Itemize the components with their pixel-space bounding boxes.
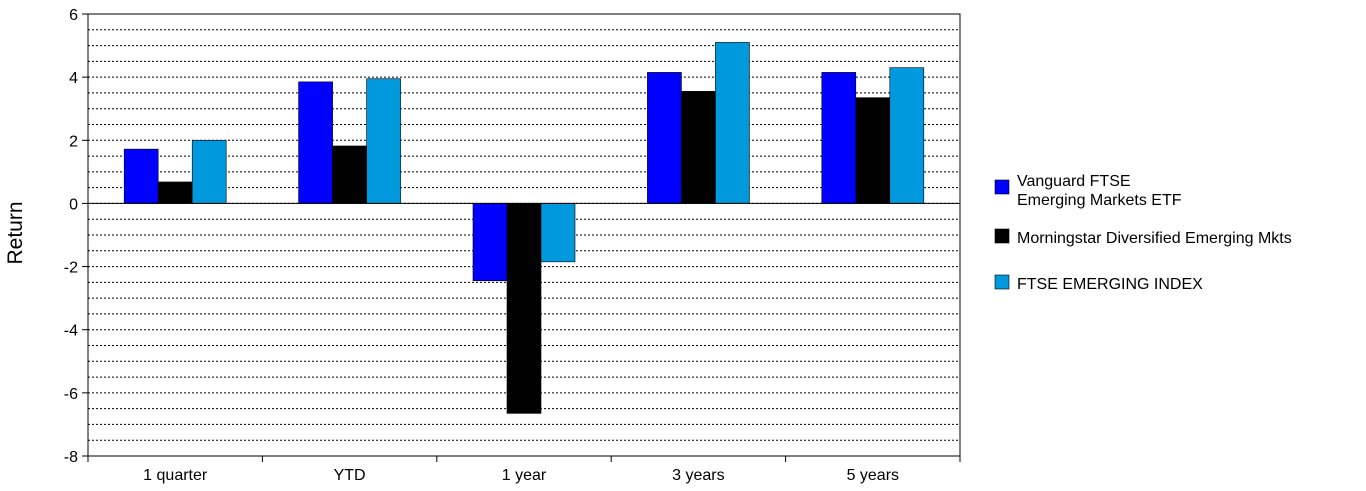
legend-label: Vanguard FTSE Emerging Markets ETF: [1017, 173, 1182, 209]
bar-2-3: [506, 203, 542, 414]
legend-item-3: FTSE EMERGING INDEX: [994, 274, 1203, 293]
legend-label-line: Morningstar Diversified Emerging Mkts: [1017, 230, 1292, 247]
bars: [123, 42, 925, 414]
bar-2-2: [332, 145, 367, 204]
legend-label: FTSE EMERGING INDEX: [1017, 276, 1203, 293]
legend-label-line: Emerging Markets ETF: [1017, 192, 1182, 209]
legend-label-line: FTSE EMERGING INDEX: [1017, 276, 1203, 293]
bar-1-2: [298, 81, 333, 204]
bar-2-5: [855, 97, 891, 204]
legend-swatch: [994, 179, 1010, 195]
bar-1-1: [123, 148, 159, 204]
legend-item-2: Morningstar Diversified Emerging Mkts: [994, 228, 1292, 247]
y-tick-label: -2: [64, 260, 78, 277]
y-tick-label: 6: [69, 7, 78, 24]
x-tick-label: 5 years: [847, 467, 899, 484]
legend-label: Morningstar Diversified Emerging Mkts: [1017, 230, 1292, 247]
y-tick-label: -6: [64, 386, 78, 403]
legend-item-1: Vanguard FTSE Emerging Markets ETF: [994, 173, 1182, 209]
x-tick-label: 3 years: [672, 467, 724, 484]
y-tick-label: -4: [64, 323, 78, 340]
y-tick-label: 2: [69, 133, 78, 150]
bar-1-4: [647, 72, 682, 204]
y-axis-label: Return: [4, 201, 27, 264]
plot-frame: [87, 13, 961, 457]
y-tick-label: 4: [69, 70, 78, 87]
x-tick-label: 1 quarter: [143, 467, 208, 484]
bar-2-1: [157, 181, 193, 204]
bar-3-5: [889, 67, 925, 204]
legend: Vanguard FTSE Emerging Markets ETF Morning…: [994, 173, 1292, 293]
legend-swatch: [994, 274, 1010, 290]
bar-3-1: [191, 139, 227, 204]
bar-3-2: [366, 78, 401, 204]
bar-2-4: [681, 91, 716, 204]
x-tick-label: 1 year: [502, 467, 547, 484]
bar-1-5: [821, 72, 857, 204]
legend-label-line: Vanguard FTSE: [1017, 173, 1131, 190]
bar-1-3: [472, 203, 508, 282]
bar-3-3: [540, 203, 576, 263]
x-tick-label: YTD: [334, 467, 366, 484]
axes: 6 4 2 0 -2 -4 -6 -8 1 quarter YTD 1 year 3 years 5 y…: [64, 7, 961, 484]
y-tick-label: -8: [64, 449, 78, 466]
y-tick-label: 0: [69, 196, 78, 213]
bar-3-4: [715, 42, 750, 204]
legend-swatch: [994, 228, 1010, 244]
